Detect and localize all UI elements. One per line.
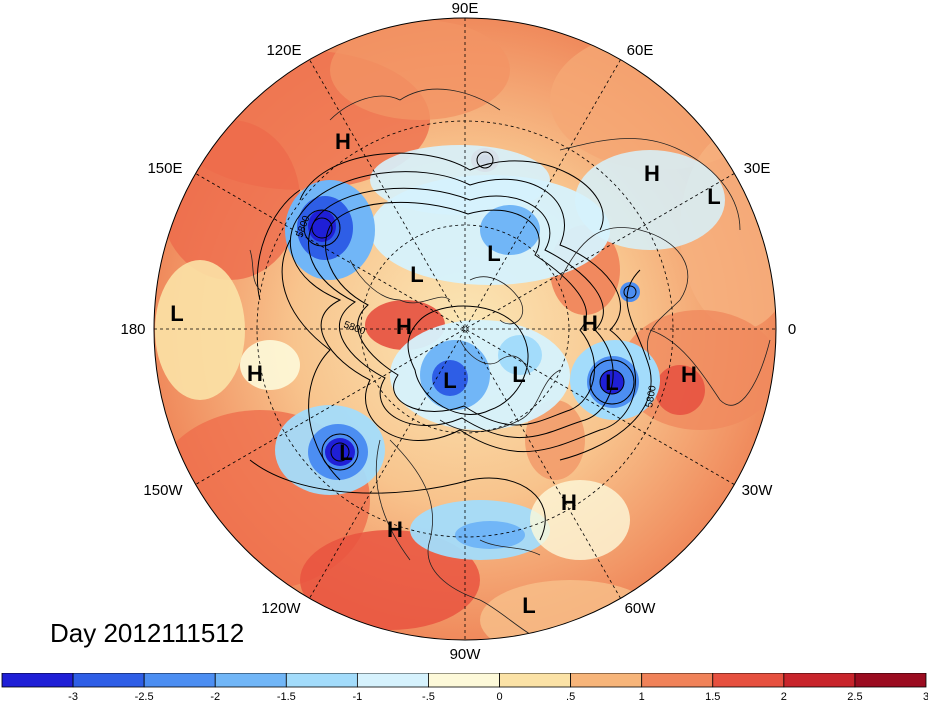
contour-label: 5800 xyxy=(644,384,659,408)
colorbar-tick-label: -3 xyxy=(68,691,78,702)
colorbar-tick-label: 0 xyxy=(496,691,502,702)
colorbar-tick-label: .5 xyxy=(566,691,575,702)
colorbar-tick-label: 2.5 xyxy=(847,691,862,702)
high-center: H xyxy=(681,362,697,387)
high-center: H xyxy=(247,361,263,386)
colorbar-tick-label: 2 xyxy=(781,691,787,702)
colorbar-tick-label: 1 xyxy=(639,691,645,702)
low-center: L xyxy=(522,593,535,618)
colorbar-box xyxy=(285,673,358,688)
colorbar-box xyxy=(428,673,500,688)
colorbar-box xyxy=(143,673,216,688)
high-center: H xyxy=(387,517,403,542)
lon-label-60e: 60E xyxy=(627,42,654,59)
height-contours xyxy=(249,151,652,541)
low-center: L xyxy=(707,184,720,209)
low-center: L xyxy=(605,370,618,395)
colorbar-box xyxy=(641,673,714,688)
colorbar-ticks: -3 -2.5 -2 -1.5 -1 -.5 0 .5 1 1.5 2 2.5 3 xyxy=(68,691,928,702)
lon-label-150e: 150E xyxy=(147,160,182,177)
colorbar-tick-label: -1.5 xyxy=(277,691,296,702)
high-center: H xyxy=(644,161,660,186)
pressure-centers: H H L L L H L L H H H L L L H H L xyxy=(170,129,720,618)
lon-label-180: 180 xyxy=(120,321,145,338)
low-center: L xyxy=(410,262,423,287)
colorbar-box xyxy=(499,673,572,688)
low-center: L xyxy=(443,368,456,393)
colorbar-box xyxy=(712,673,785,688)
colorbar-tick-label: 3 xyxy=(923,691,928,702)
colorbar-box xyxy=(214,673,287,688)
lon-label-0: 0 xyxy=(788,321,796,338)
lon-label-60w: 60W xyxy=(625,600,657,617)
lon-label-90e: 90E xyxy=(452,0,479,17)
low-center: L xyxy=(339,440,352,465)
colorbar-box xyxy=(570,673,643,688)
lon-label-30w: 30W xyxy=(742,482,774,499)
high-center: H xyxy=(335,129,351,154)
high-center: H xyxy=(582,311,598,336)
low-center: L xyxy=(487,241,500,266)
colorbar-tick-label: -.5 xyxy=(422,691,435,702)
low-center: L xyxy=(512,362,525,387)
coastlines xyxy=(249,88,771,640)
low-center: L xyxy=(170,301,183,326)
lon-label-150w: 150W xyxy=(143,482,183,499)
colorbar-tick-label: -2.5 xyxy=(135,691,154,702)
colorbar-tick-label: 1.5 xyxy=(705,691,720,702)
colorbar-box xyxy=(783,673,856,688)
anomaly-field xyxy=(154,18,776,640)
colorbar-box xyxy=(72,673,145,688)
colorbar-box xyxy=(1,673,74,688)
colorbar-box xyxy=(356,673,429,688)
high-center: H xyxy=(561,490,577,515)
colorbar-tick-label: -1 xyxy=(352,691,362,702)
map-border xyxy=(153,17,777,641)
colorbar: -3 -2.5 -2 -1.5 -1 -.5 0 .5 1 1.5 2 2.5 3 xyxy=(1,673,928,702)
lon-label-120w: 120W xyxy=(261,600,301,617)
high-center: H xyxy=(396,314,412,339)
graticule xyxy=(154,18,776,640)
lon-label-120e: 120E xyxy=(266,42,301,59)
lon-label-90w: 90W xyxy=(450,646,482,663)
lon-label-30e: 30E xyxy=(744,160,771,177)
colorbar-box xyxy=(854,673,927,688)
colorbar-boxes xyxy=(1,673,927,688)
colorbar-tick-label: -2 xyxy=(210,691,220,702)
day-title: Day 2012111512 xyxy=(50,618,245,648)
